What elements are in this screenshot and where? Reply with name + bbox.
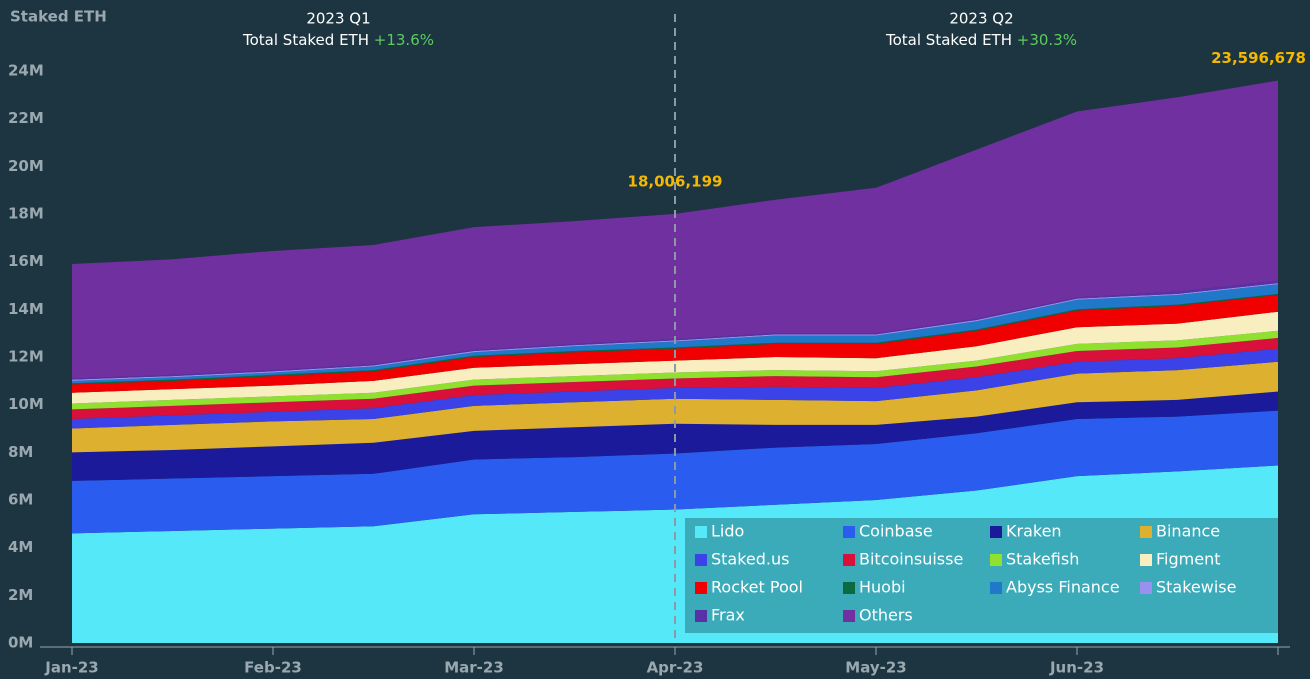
legend-label: Stakewise	[1156, 578, 1236, 597]
legend-swatch	[990, 582, 1002, 594]
y-tick-label: 12M	[8, 348, 44, 366]
summary-change: +30.3%	[1017, 31, 1077, 49]
legend-swatch	[990, 554, 1002, 566]
value-label: 18,006,199	[628, 172, 723, 190]
y-tick-label: 16M	[8, 252, 44, 270]
legend-swatch	[843, 610, 855, 622]
legend-swatch	[1140, 554, 1152, 566]
legend-box	[685, 518, 1278, 633]
quarter-title: 2023 Q2	[949, 10, 1013, 28]
area	[72, 348, 1278, 429]
y-tick-label: 0M	[8, 634, 33, 652]
area	[72, 410, 1278, 534]
area	[72, 311, 1278, 404]
x-tick-label: Jun-23	[1049, 659, 1104, 677]
quarter-title: 2023 Q1	[306, 10, 370, 28]
y-tick-label: 22M	[8, 109, 44, 127]
legend-label: Coinbase	[859, 522, 933, 541]
legend-label: Kraken	[1006, 522, 1062, 541]
y-tick-label: 10M	[8, 395, 44, 413]
y-tick-label: 8M	[8, 443, 33, 461]
x-tick-label: Mar-23	[444, 659, 504, 677]
y-tick-label: 4M	[8, 538, 33, 556]
summary-change: +13.6%	[374, 31, 434, 49]
legend-swatch	[843, 582, 855, 594]
y-tick-label: 18M	[8, 205, 44, 223]
legend-label: Abyss Finance	[1006, 578, 1120, 597]
legend-label: Binance	[1156, 522, 1220, 541]
quarter-summary: Total Staked ETH +13.6%	[242, 31, 434, 49]
legend-swatch	[695, 582, 707, 594]
y-axis-label: Staked ETH	[10, 8, 107, 26]
legend-swatch	[990, 526, 1002, 538]
legend-label: Others	[859, 606, 913, 625]
summary-label: Total Staked ETH	[242, 31, 369, 49]
y-tick-label: 20M	[8, 157, 44, 175]
legend-swatch	[1140, 526, 1152, 538]
legend-label: Stakefish	[1006, 550, 1079, 569]
legend-label: Bitcoinsuisse	[859, 550, 963, 569]
x-tick-label: Jan-23	[44, 659, 98, 677]
legend-label: Lido	[711, 522, 744, 541]
legend-label: Figment	[1156, 550, 1220, 569]
value-label: 23,596,678	[1211, 49, 1306, 67]
legend-label: Staked.us	[711, 550, 790, 569]
legend-swatch	[1140, 582, 1152, 594]
legend-swatch	[843, 554, 855, 566]
y-tick-label: 24M	[8, 62, 44, 80]
x-tick-label: May-23	[845, 659, 906, 677]
legend-label: Rocket Pool	[711, 578, 803, 597]
legend-swatch	[695, 610, 707, 622]
summary-label: Total Staked ETH	[885, 31, 1012, 49]
legend-swatch	[843, 526, 855, 538]
legend-label: Huobi	[859, 578, 906, 597]
y-tick-label: 6M	[8, 491, 33, 509]
x-tick-label: Apr-23	[647, 659, 704, 677]
legend-swatch	[695, 526, 707, 538]
legend-swatch	[695, 554, 707, 566]
legend-label: Frax	[711, 606, 745, 625]
area	[72, 330, 1278, 410]
quarter-summary: Total Staked ETH +30.3%	[885, 31, 1077, 49]
y-tick-label: 2M	[8, 586, 33, 604]
area	[72, 295, 1278, 393]
y-tick-label: 14M	[8, 300, 44, 318]
x-tick-label: Feb-23	[244, 659, 302, 677]
